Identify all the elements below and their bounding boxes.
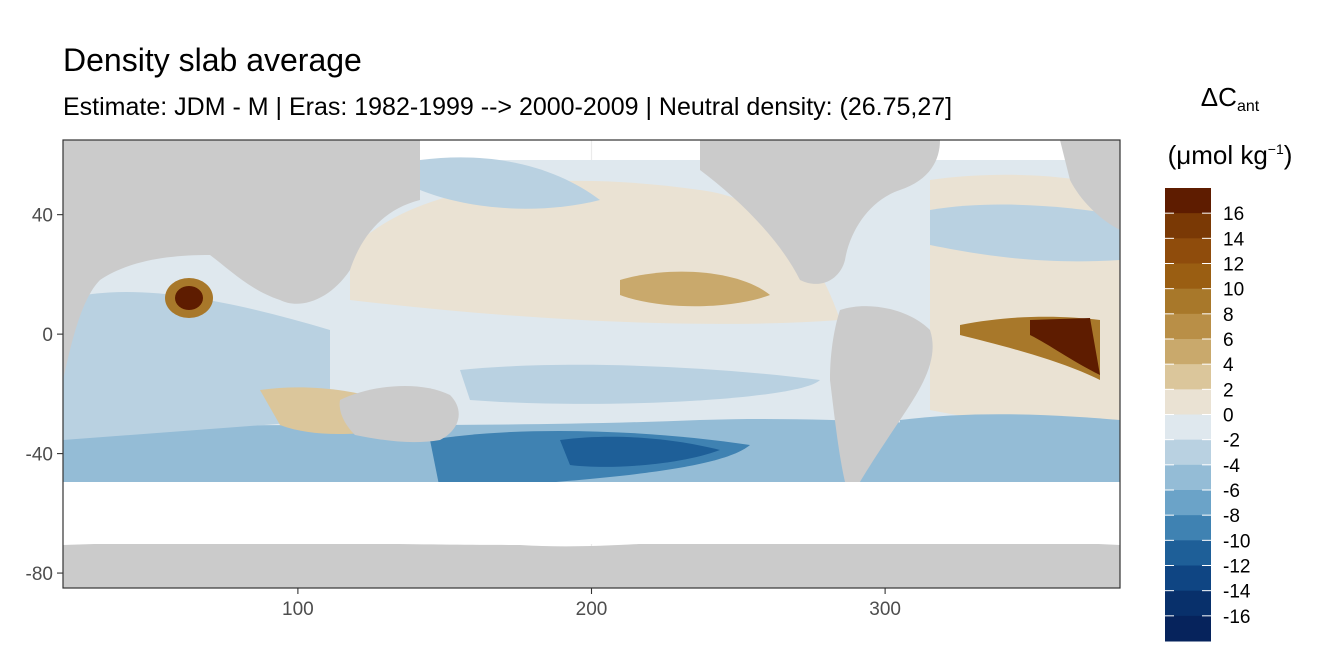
colorbar: 16 14 12 10 8 6 4 2 0 -2 -4 -6 -8 -10 -12 -14 -16 bbox=[1165, 188, 1251, 642]
colorbar-label: -8 bbox=[1223, 506, 1240, 527]
chart-title: Density slab average bbox=[63, 42, 362, 78]
land-north-america bbox=[700, 140, 940, 284]
colorbar-label: -14 bbox=[1223, 582, 1251, 603]
map-panel: 100 200 300 400-40-80 bbox=[26, 139, 1121, 620]
legend-unit: (μmol kg−1) bbox=[1167, 140, 1293, 170]
colorbar-swatch bbox=[1165, 439, 1211, 466]
indian-ocean-field bbox=[63, 291, 330, 440]
colorbar-swatch bbox=[1165, 238, 1211, 264]
colorbar-swatch bbox=[1165, 188, 1211, 214]
colorbar-swatch bbox=[1165, 615, 1211, 642]
colorbar-swatch bbox=[1165, 213, 1211, 239]
colorbar-label: 2 bbox=[1223, 380, 1234, 401]
colorbar-swatch bbox=[1165, 565, 1211, 592]
x-axis: 100 200 300 bbox=[282, 588, 901, 620]
colorbar-swatch bbox=[1165, 313, 1211, 340]
colorbar-swatch bbox=[1165, 590, 1211, 617]
land-africa-asia bbox=[63, 140, 420, 380]
north-pacific-blue bbox=[420, 157, 600, 209]
arabian-sea-core bbox=[175, 286, 203, 310]
x-tick-label: 300 bbox=[869, 599, 901, 620]
colorbar-swatch bbox=[1165, 515, 1211, 541]
colorbar-swatch bbox=[1165, 540, 1211, 566]
colorbar-label: 12 bbox=[1223, 255, 1244, 276]
colorbar-label: -6 bbox=[1223, 481, 1240, 502]
north-pacific-max bbox=[620, 271, 770, 307]
x-tick-label: 200 bbox=[576, 599, 608, 620]
no-data-band bbox=[63, 482, 1120, 544]
south-atlantic-blue bbox=[900, 414, 1120, 470]
legend-symbol: ΔCant bbox=[1200, 82, 1260, 115]
colorbar-label: -10 bbox=[1223, 531, 1250, 552]
southern-ocean-deep bbox=[560, 436, 720, 467]
colorbar-swatch bbox=[1165, 389, 1211, 415]
colorbar-swatch bbox=[1165, 364, 1211, 390]
colorbar-label: 14 bbox=[1223, 229, 1245, 250]
y-tick-label: -40 bbox=[26, 445, 53, 466]
land-antarctica bbox=[63, 530, 1120, 588]
colorbar-label: 16 bbox=[1223, 204, 1244, 225]
y-tick-label: -80 bbox=[26, 564, 53, 585]
colorbar-label: -4 bbox=[1223, 456, 1240, 477]
colorbar-label: 8 bbox=[1223, 305, 1234, 326]
colorbar-label: -12 bbox=[1223, 557, 1250, 578]
y-tick-label: 40 bbox=[32, 206, 53, 227]
land-australia bbox=[339, 385, 459, 443]
colorbar-label: -2 bbox=[1223, 431, 1240, 452]
colorbar-swatch bbox=[1165, 464, 1211, 491]
colorbar-label: 6 bbox=[1223, 330, 1234, 351]
colorbar-label: 10 bbox=[1223, 280, 1244, 301]
land-europe-africa-east bbox=[1060, 140, 1120, 230]
colorbar-swatch bbox=[1165, 490, 1211, 516]
colorbar-label: -16 bbox=[1223, 607, 1250, 628]
south-pacific-blue bbox=[460, 364, 820, 404]
colorbar-label: 4 bbox=[1223, 355, 1234, 376]
colorbar-swatch bbox=[1165, 288, 1211, 315]
y-axis: 40 0 -40 -80 bbox=[26, 206, 63, 585]
atlantic-tropical-core bbox=[1030, 318, 1100, 375]
ocean-map bbox=[63, 140, 1120, 588]
colorbar-swatch bbox=[1165, 414, 1211, 441]
x-tick-label: 100 bbox=[282, 599, 314, 620]
colorbar-label: 0 bbox=[1223, 406, 1234, 427]
colorbar-swatch bbox=[1165, 339, 1211, 365]
colorbar-swatch bbox=[1165, 263, 1211, 290]
atlantic-blue-north bbox=[930, 204, 1120, 262]
land-masses bbox=[63, 140, 1120, 588]
y-tick-label: 0 bbox=[42, 325, 53, 346]
legend-title: ΔCant (μmol kg−1) bbox=[1160, 82, 1300, 170]
chart-subtitle: Estimate: JDM - M | Eras: 1982-1999 --> … bbox=[63, 93, 953, 121]
land-south-america bbox=[830, 306, 933, 500]
